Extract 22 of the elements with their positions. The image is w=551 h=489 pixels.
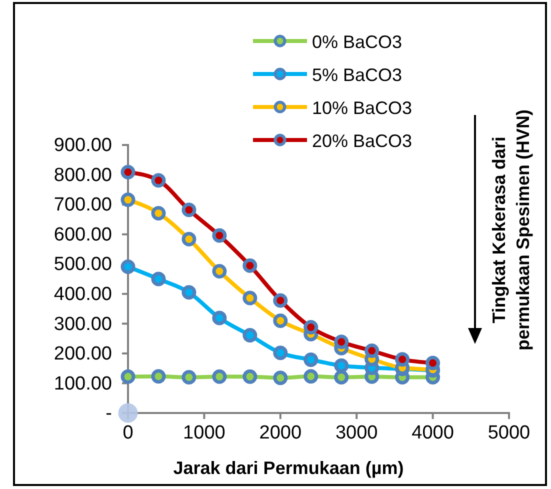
y-axis-title: Tingkat Kekerasa dari permukaan Spesimen (HVN) bbox=[489, 109, 533, 351]
y-tick-label: 400.00 bbox=[54, 284, 112, 305]
x-tick-label: 4000 bbox=[412, 422, 454, 444]
y-tick-label: 100.00 bbox=[54, 373, 112, 394]
y-tick-label: 300.00 bbox=[54, 314, 112, 335]
x-tick-label: 2000 bbox=[259, 422, 302, 444]
legend-label: 0% BaCO3 bbox=[312, 32, 402, 52]
y-tick-label: 500.00 bbox=[54, 254, 112, 276]
x-tick-label: 1000 bbox=[183, 422, 226, 444]
legend-label: 5% BaCO3 bbox=[312, 65, 402, 85]
legend-label: 20% BaCO3 bbox=[312, 131, 412, 151]
y-tick-label: 800.00 bbox=[54, 164, 112, 186]
y-tick-label: 900.00 bbox=[54, 135, 112, 156]
y-tick-label: 700.00 bbox=[54, 194, 112, 216]
x-tick-label: 3000 bbox=[335, 422, 378, 444]
legend-label: 10% BaCO3 bbox=[312, 98, 412, 118]
y-tick-label: 200.00 bbox=[54, 344, 112, 365]
x-axis-title: Jarak dari Permukaan (µm) bbox=[173, 458, 404, 478]
y-tick-label: - bbox=[106, 403, 112, 424]
x-tick-label: 0 bbox=[122, 422, 134, 444]
x-tick-label: 5000 bbox=[488, 422, 530, 444]
y-tick-label: 600.00 bbox=[54, 224, 112, 246]
